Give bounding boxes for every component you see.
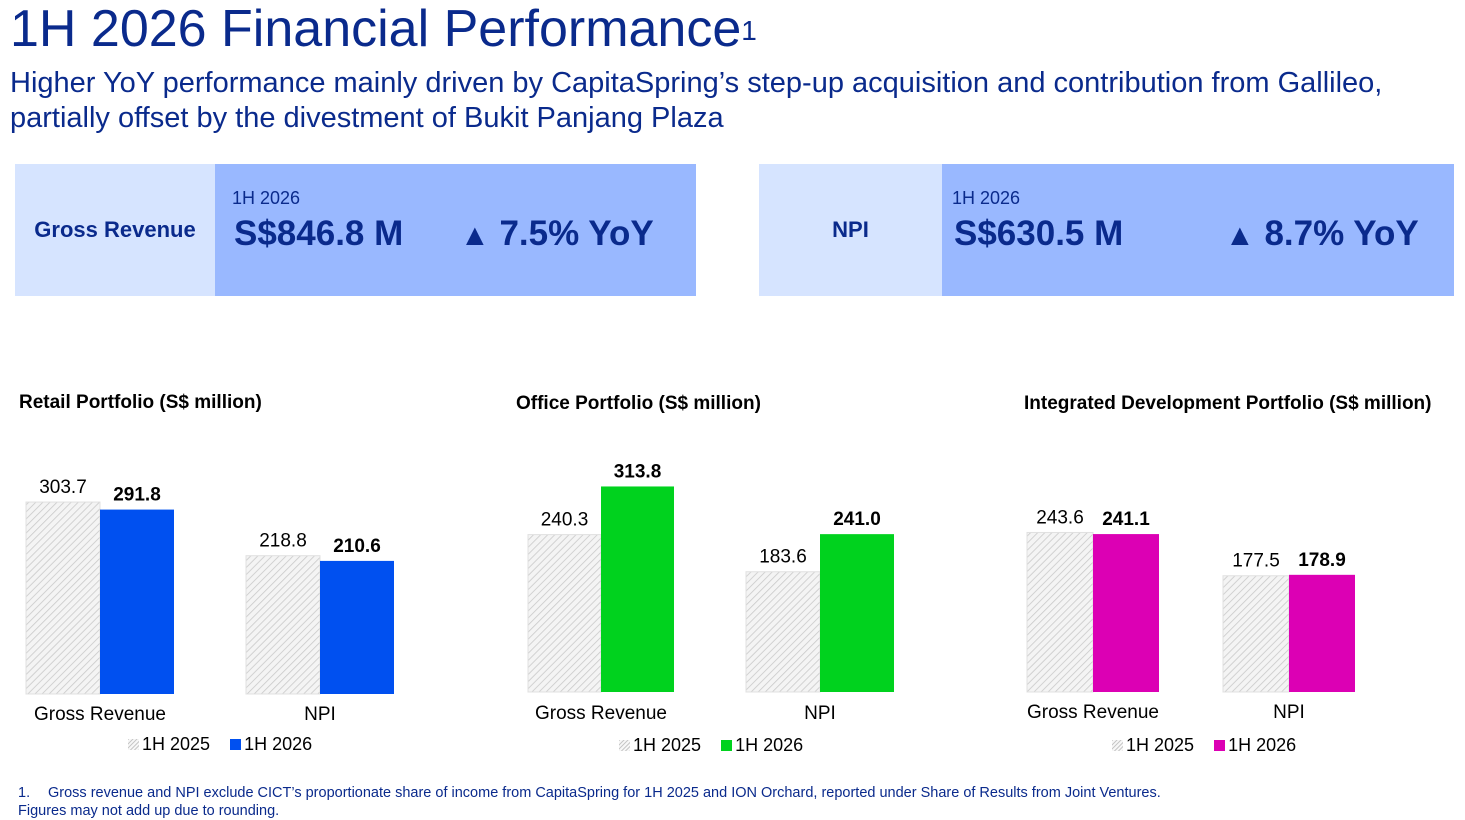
kpi-amount: S$630.5 M — [954, 214, 1124, 253]
kpi-amount: S$846.8 M — [234, 214, 404, 253]
bar — [320, 560, 394, 694]
data-label: 240.3 — [541, 510, 589, 531]
legend-label: 1H 2025 — [633, 735, 702, 755]
legend-label: 1H 2026 — [735, 735, 804, 755]
page-subtitle: Higher YoY performance mainly driven by … — [10, 67, 1383, 134]
footnote-line-2: Figures may not add up due to rounding. — [18, 803, 280, 819]
kpi-label: NPI — [759, 164, 942, 296]
data-label: 218.8 — [259, 531, 307, 552]
bar — [527, 534, 602, 693]
kpi-yoy-value: 7.5% YoY — [499, 214, 654, 253]
data-label: 210.6 — [333, 536, 381, 557]
kpi-label: Gross Revenue — [15, 164, 215, 296]
data-label: 177.5 — [1232, 551, 1280, 572]
kpi-value-panel: 1H 2026 S$630.5 M ▲ 8.7% YoY — [942, 164, 1454, 296]
up-arrow-icon: ▲ — [460, 219, 490, 252]
footnote-line-1: 1. Gross revenue and NPI exclude CICT’s p… — [18, 784, 1161, 802]
integrated-legend: 1H 2025 1H 2026 — [1112, 735, 1296, 756]
kpi-npi: NPI 1H 2026 S$630.5 M ▲ 8.7% YoY — [759, 164, 1454, 296]
data-label: 291.8 — [113, 485, 161, 506]
bar — [245, 555, 321, 695]
category-label: Gross Revenue — [535, 703, 667, 724]
kpi-yoy: ▲ 8.7% YoY — [1225, 214, 1419, 254]
bar — [1093, 534, 1159, 692]
category-label: Gross Revenue — [34, 704, 166, 725]
footnote-text: Gross revenue and NPI exclude CICT’s pro… — [48, 785, 1161, 801]
bar — [601, 486, 674, 692]
up-arrow-icon: ▲ — [1225, 219, 1255, 252]
bar — [1289, 574, 1355, 692]
category-label: NPI — [304, 704, 336, 725]
data-label: 241.0 — [833, 509, 881, 530]
kpi-period: 1H 2026 — [952, 188, 1021, 208]
footnote-number: 1. — [18, 785, 31, 801]
bar — [1026, 531, 1094, 693]
data-label: 313.8 — [614, 461, 662, 482]
kpi-period: 1H 2026 — [232, 188, 301, 208]
kpi-value-panel: 1H 2026 S$846.8 M ▲ 7.5% YoY — [215, 164, 696, 296]
legend-label: 1H 2025 — [142, 734, 211, 754]
category-label: NPI — [804, 703, 836, 724]
bar — [820, 534, 894, 692]
legend-label: 1H 2025 — [1126, 735, 1195, 755]
category-label: Gross Revenue — [1027, 702, 1159, 723]
title-footnote-marker: 1 — [741, 15, 757, 46]
bar — [25, 501, 101, 695]
data-label: 243.6 — [1036, 507, 1084, 528]
legend-label: 1H 2026 — [244, 734, 313, 754]
legend-swatch-1h2025 — [1112, 740, 1123, 751]
data-label: 303.7 — [39, 477, 87, 498]
kpi-gross-revenue: Gross Revenue 1H 2026 S$846.8 M ▲ 7.5% Y… — [15, 164, 696, 296]
legend-swatch-1h2026 — [230, 739, 242, 750]
category-label: NPI — [1273, 702, 1305, 723]
retail-chart-title: Retail Portfolio (S$ million) — [19, 392, 262, 413]
bar — [100, 509, 174, 694]
retail-legend: 1H 2025 1H 2026 — [128, 734, 312, 755]
data-label: 178.9 — [1298, 550, 1346, 571]
legend-swatch-1h2026 — [1214, 740, 1226, 751]
legend-label: 1H 2026 — [1228, 735, 1297, 755]
kpi-yoy: ▲ 7.5% YoY — [460, 214, 654, 254]
office-legend: 1H 2025 1H 2026 — [619, 735, 803, 756]
kpi-yoy-value: 8.7% YoY — [1264, 214, 1419, 253]
bar — [745, 571, 821, 693]
bar — [1222, 575, 1290, 693]
page-title: 1H 2026 Financial Performance1 — [10, 0, 757, 58]
integrated-chart-title: Integrated Development Portfolio (S$ mil… — [1024, 393, 1432, 414]
legend-swatch-1h2026 — [721, 740, 733, 751]
data-label: 241.1 — [1102, 509, 1150, 530]
legend-swatch-1h2025 — [619, 740, 630, 751]
data-label: 183.6 — [759, 547, 807, 568]
footnote: 1. Gross revenue and NPI exclude CICT’s p… — [18, 784, 1161, 820]
legend-swatch-1h2025 — [128, 739, 139, 750]
office-chart-title: Office Portfolio (S$ million) — [516, 393, 761, 414]
